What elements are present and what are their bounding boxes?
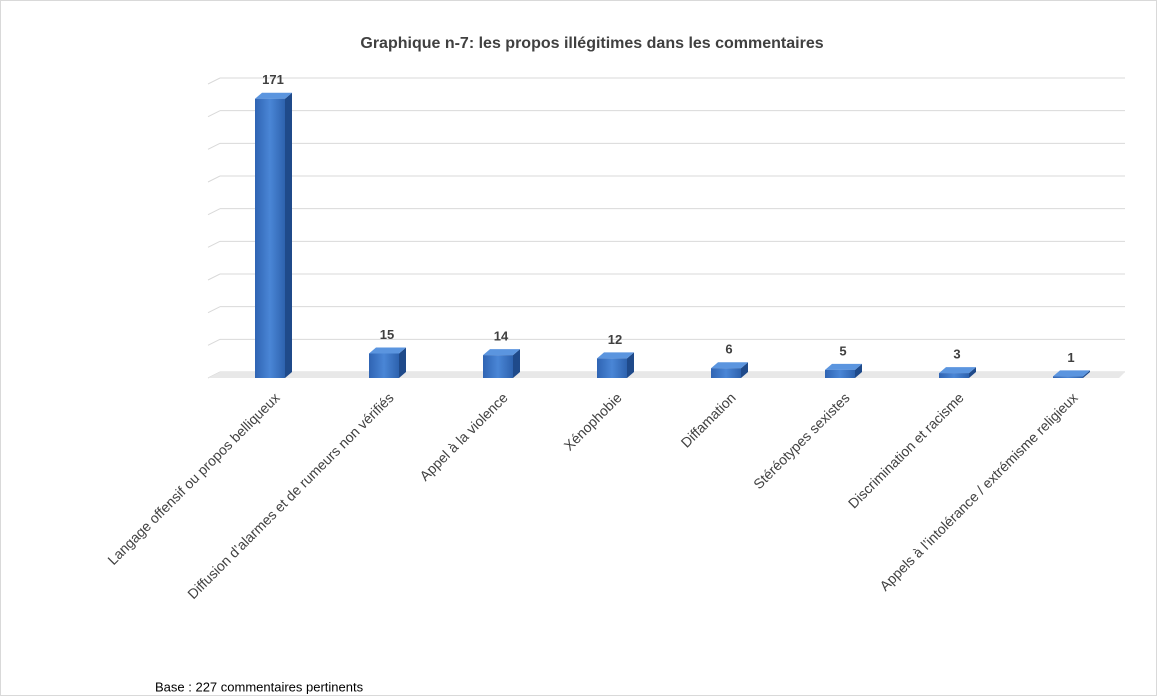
bar-top — [825, 363, 862, 370]
bar — [939, 367, 976, 378]
grid-line — [207, 77, 221, 85]
bar-front — [255, 98, 285, 378]
data-label: 3 — [953, 347, 960, 362]
bar-top — [369, 347, 406, 354]
bar — [369, 347, 406, 378]
bar — [597, 352, 634, 378]
annotation: Base : 227 commentaires pertinents — [155, 679, 364, 694]
bar-side — [399, 347, 406, 378]
bar-top — [483, 349, 520, 356]
bar-side — [741, 362, 748, 378]
floor — [208, 372, 1125, 378]
grid-line — [207, 240, 221, 248]
bar-front — [711, 368, 741, 378]
data-label: 171 — [262, 72, 284, 87]
grid-line — [207, 338, 221, 346]
bar-top — [255, 92, 292, 99]
data-label: 6 — [725, 342, 732, 357]
bar — [1053, 370, 1090, 378]
data-label: 15 — [380, 327, 394, 342]
bar-side — [969, 367, 976, 378]
bar-top — [597, 352, 634, 359]
data-label: 12 — [608, 332, 622, 347]
bar-side — [855, 363, 862, 378]
bar-side — [627, 352, 634, 378]
bar-front — [597, 358, 627, 378]
bar-front — [825, 369, 855, 378]
chart-title: Graphique n-7: les propos illégitimes da… — [360, 35, 823, 52]
data-label: 14 — [494, 329, 509, 344]
bar-front — [483, 355, 513, 378]
bar-side — [513, 349, 520, 378]
grid-line — [207, 208, 221, 216]
bar — [483, 349, 520, 378]
bar-front — [1053, 376, 1083, 378]
data-label: 1 — [1067, 350, 1074, 365]
bar-top — [711, 362, 748, 369]
bar-front — [369, 353, 399, 378]
data-label: 5 — [839, 343, 846, 358]
bar-top — [939, 367, 976, 374]
bar-top — [1053, 370, 1090, 377]
bar-front — [939, 373, 969, 378]
bar-side — [1083, 370, 1090, 378]
bar — [711, 362, 748, 378]
grid-line — [207, 110, 221, 118]
bar — [255, 92, 292, 378]
grid-line — [207, 175, 221, 183]
grid-line — [207, 142, 221, 150]
bar-side — [285, 92, 292, 378]
grid-line — [207, 306, 221, 314]
bar — [825, 363, 862, 378]
grid-line — [207, 273, 221, 281]
